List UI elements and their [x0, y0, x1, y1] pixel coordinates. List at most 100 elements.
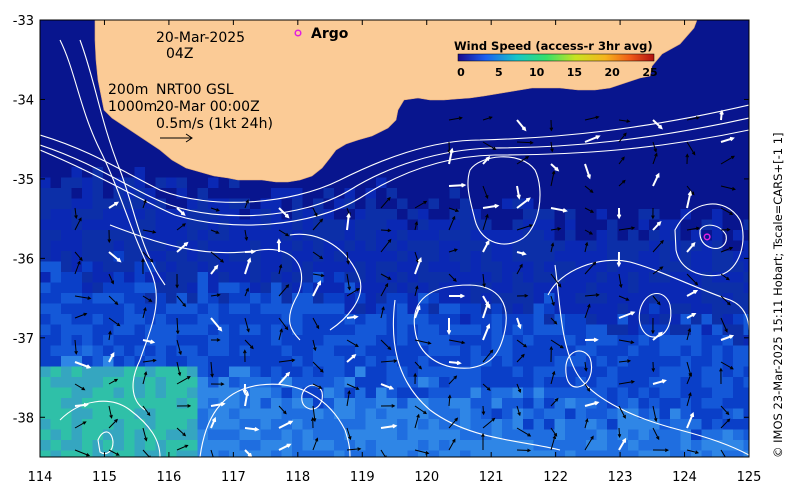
sea-cell [218, 335, 230, 347]
sea-cell [92, 335, 104, 347]
sea-cell [428, 282, 440, 294]
sea-cell [155, 188, 167, 200]
sea-cell [134, 387, 146, 399]
sea-cell [596, 272, 608, 284]
sea-cell [470, 135, 482, 147]
sea-cell [155, 167, 167, 179]
sea-cell [512, 303, 524, 315]
sea-cell [176, 377, 188, 389]
sea-cell [355, 324, 367, 336]
sea-cell [344, 335, 356, 347]
sea-cell [491, 324, 503, 336]
sea-cell [533, 387, 545, 399]
sea-cell [302, 230, 314, 242]
current-arrow [549, 119, 554, 132]
sea-cell [208, 261, 220, 273]
sea-cell [103, 209, 115, 221]
sea-cell [155, 345, 167, 357]
sea-cell [176, 293, 188, 305]
current-arrow [74, 339, 78, 355]
sea-cell [628, 135, 640, 147]
current-arrow [244, 287, 249, 297]
sea-cell [103, 345, 115, 357]
sea-cell [239, 251, 251, 263]
sea-cell [302, 209, 314, 221]
sea-cell [691, 20, 703, 32]
sea-cell [470, 272, 482, 284]
current-arrow [176, 339, 182, 356]
sea-cell [355, 377, 367, 389]
current-arrow [176, 207, 186, 216]
sea-cell [722, 114, 734, 126]
sea-cell [71, 387, 83, 399]
sea-cell [155, 324, 167, 336]
sea-cell [218, 366, 230, 378]
time-label: 04Z [166, 46, 193, 62]
sea-cell [418, 104, 430, 116]
sea-cell [638, 377, 650, 389]
sea-cell [197, 419, 209, 431]
sea-cell [680, 419, 692, 431]
sea-cell [260, 408, 272, 420]
sea-cell [145, 450, 157, 457]
sea-cell [113, 272, 125, 284]
sea-cell [428, 230, 440, 242]
plot-area [40, 20, 749, 457]
sea-cell [176, 177, 188, 189]
sea-cell [638, 356, 650, 368]
sea-cell [722, 377, 734, 389]
sea-cell [166, 303, 178, 315]
sea-cell [82, 30, 94, 42]
sea-cell [701, 261, 713, 273]
sea-cell [670, 440, 682, 452]
sea-cell [701, 356, 713, 368]
sea-cell [50, 188, 62, 200]
sea-cell [418, 366, 430, 378]
sea-cell [397, 345, 409, 357]
current-arrow [278, 358, 296, 363]
sea-cell [670, 146, 682, 158]
sea-cell [397, 408, 409, 420]
sea-cell [334, 398, 346, 410]
sea-cell [334, 177, 346, 189]
sea-cell [722, 324, 734, 336]
sea-cell [680, 177, 692, 189]
sea-cell [302, 251, 314, 263]
legend-tick-label: 15 [567, 66, 582, 79]
sea-cell [218, 419, 230, 431]
sea-cell [617, 398, 629, 410]
current-arrow [482, 273, 486, 288]
sea-cell [250, 230, 262, 242]
sea-cell [145, 156, 157, 168]
sea-cell [659, 62, 671, 74]
sea-cell [197, 356, 209, 368]
sea-cell [743, 356, 749, 368]
sea-cell [701, 398, 713, 410]
sea-cell [187, 167, 199, 179]
current-arrow [686, 372, 692, 385]
sea-cell [607, 146, 619, 158]
sea-cell [292, 366, 304, 378]
sea-cell [407, 93, 419, 105]
sea-cell [607, 93, 619, 105]
sea-cell [575, 429, 587, 441]
sea-cell [586, 198, 598, 210]
sea-cell [92, 303, 104, 315]
sea-cell [92, 408, 104, 420]
current-arrow [720, 361, 734, 370]
sea-cell [596, 398, 608, 410]
sea-cell [554, 387, 566, 399]
sea-cell [628, 188, 640, 200]
sea-cell [743, 377, 749, 389]
sea-cell [145, 230, 157, 242]
sea-cell [50, 377, 62, 389]
sea-cell [134, 167, 146, 179]
sea-cell [544, 377, 556, 389]
sea-cell [40, 356, 52, 368]
sea-cell [544, 324, 556, 336]
current-arrow [210, 229, 220, 234]
sea-cell [428, 114, 440, 126]
sea-cell [470, 450, 482, 457]
sea-cell [565, 335, 577, 347]
sea-cell [302, 429, 314, 441]
